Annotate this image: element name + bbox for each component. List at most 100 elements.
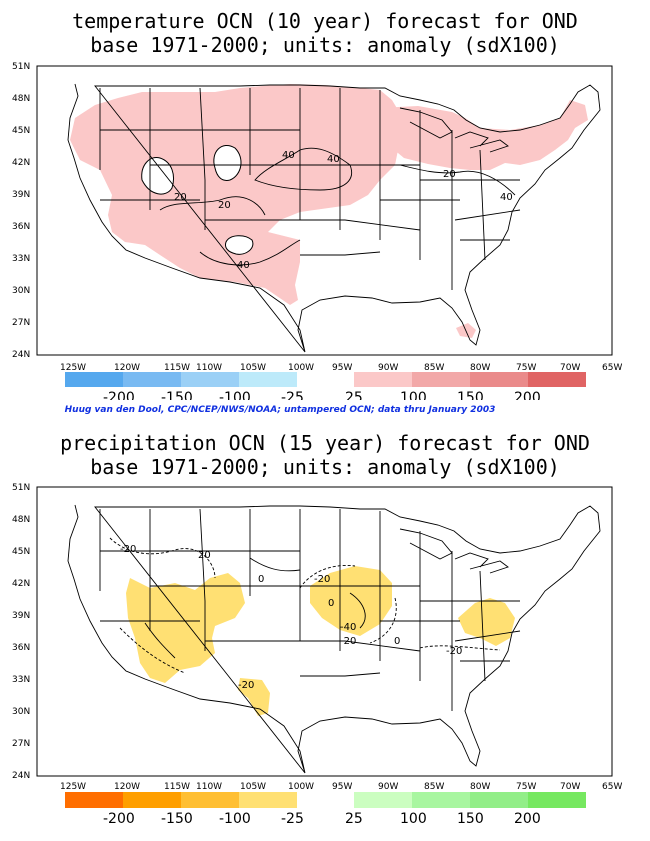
lat-tick-label: 33N: [12, 675, 30, 685]
lat-tick-label: 27N: [12, 739, 30, 749]
colorbar-tick-label: 100: [400, 811, 427, 827]
lon-tick-label: 75W: [516, 782, 536, 792]
temperature-us-coastline: [67, 83, 601, 353]
colorbar-tick-label: -100: [219, 390, 251, 400]
lat-tick-label: 36N: [12, 643, 30, 653]
lon-tick-label: 110W: [196, 363, 222, 373]
colorbar-tick-label: 200: [514, 811, 541, 827]
colorbar-swatch: [181, 792, 239, 808]
lat-tick-label: 39N: [12, 611, 30, 621]
precipitation-contour-label: -20: [120, 544, 136, 555]
temperature-contour-40-south: [199, 239, 301, 266]
colorbar-tick-label: 100: [400, 390, 427, 400]
colorbar-tick-label: 150: [457, 811, 484, 827]
temperature-anomaly-west-region: [70, 84, 400, 305]
lon-tick-label: 95W: [332, 782, 352, 792]
lon-tick-label: 90W: [378, 363, 398, 373]
colorbar-tick-label: -150: [161, 390, 193, 400]
precipitation-contour-label: 0: [394, 636, 400, 647]
precipitation-state-borders: [99, 508, 521, 711]
temperature-contour-40: [254, 147, 352, 191]
lon-tick-label: 65W: [602, 782, 622, 792]
precipitation-lat-axis: 51N 48N 45N 42N 39N 36N 33N 30N 27N 24N: [12, 483, 30, 781]
colorbar-tick-label: -100: [219, 811, 251, 827]
precipitation-us-coastline: [67, 504, 601, 774]
temperature-contour-label: 20: [443, 169, 456, 180]
colorbar-swatch: [65, 792, 123, 808]
colorbar-tick-label: 150: [457, 390, 484, 400]
colorbar-swatch: [123, 792, 181, 808]
lon-tick-label: 115W: [164, 363, 190, 373]
lat-tick-label: 48N: [12, 94, 30, 104]
lon-tick-label: 125W: [60, 363, 86, 373]
temperature-lon-axis: 125W 120W 115W 110W 105W 100W 95W 90W 85…: [60, 363, 622, 373]
precipitation-contour-label: -20: [340, 636, 356, 647]
temperature-contour-20-west: [159, 196, 266, 216]
lat-tick-label: 39N: [12, 190, 30, 200]
colorbar-swatch: [239, 372, 297, 387]
precipitation-contour-dashed: [109, 537, 501, 674]
lon-tick-label: 100W: [288, 782, 314, 792]
precipitation-map-frame: [36, 486, 613, 777]
precipitation-colorbar: -200 -150 -100 -25 25 100 150 200: [65, 792, 586, 827]
precipitation-dry-region-southwest: [126, 573, 245, 683]
lat-tick-label: 42N: [12, 158, 30, 168]
temperature-unshaded-patch-newmexico: [225, 235, 254, 255]
precipitation-contour-label: -40: [340, 622, 356, 633]
lon-tick-label: 115W: [164, 782, 190, 792]
precipitation-contour-label: 0: [258, 574, 264, 585]
data-credit-line: Huug van den Dool, CPC/NCEP/NWS/NOAA; un…: [64, 405, 496, 415]
temperature-contour-label: 40: [500, 192, 513, 203]
temperature-state-borders: [99, 87, 521, 290]
lon-tick-label: 80W: [470, 782, 490, 792]
lon-tick-label: 85W: [424, 782, 444, 792]
temperature-title-line1: temperature OCN (10 year) forecast for O…: [72, 9, 578, 33]
precipitation-map: -20 20 0 -20 0 -40 -20 0 -20 -20 51N 48N…: [12, 483, 622, 827]
precipitation-title-line2: base 1971-2000; units: anomaly (sdX100): [90, 455, 560, 479]
colorbar-swatch: [354, 372, 412, 387]
temperature-contour-label: 40: [237, 260, 250, 271]
precipitation-contour-label: 0: [328, 598, 334, 609]
precipitation-lon-axis: 125W 120W 115W 110W 105W 100W 95W 90W 85…: [60, 782, 622, 792]
lon-tick-label: 65W: [602, 363, 622, 373]
temperature-anomaly-northeast-region: [378, 100, 588, 170]
colorbar-swatch: [239, 792, 297, 808]
lon-tick-label: 70W: [560, 782, 580, 792]
temperature-lat-axis: 51N 48N 45N 42N 39N 36N 33N 30N 27N 24N: [12, 62, 30, 360]
colorbar-tick-label: 25: [345, 811, 363, 827]
temperature-map-frame: [36, 65, 613, 356]
colorbar-tick-label: -25: [281, 811, 304, 827]
precipitation-contour-label: -20: [446, 646, 462, 657]
lon-tick-label: 70W: [560, 363, 580, 373]
lon-tick-label: 90W: [378, 782, 398, 792]
colorbar-swatch: [412, 792, 470, 808]
colorbar-swatch: [354, 792, 412, 808]
lat-tick-label: 33N: [12, 254, 30, 264]
colorbar-swatch: [470, 792, 528, 808]
colorbar-swatch: [123, 372, 181, 387]
precipitation-dry-region-texas: [238, 678, 270, 716]
colorbar-swatch: [181, 372, 239, 387]
precipitation-contour-label: -20: [238, 680, 254, 691]
lon-tick-label: 105W: [240, 782, 266, 792]
colorbar-tick-label: -150: [161, 811, 193, 827]
lat-tick-label: 24N: [12, 350, 30, 360]
lon-tick-label: 75W: [516, 363, 536, 373]
colorbar-tick-label: 25: [345, 390, 363, 400]
lon-tick-label: 100W: [288, 363, 314, 373]
lat-tick-label: 36N: [12, 222, 30, 232]
colorbar-tick-label: -25: [281, 390, 304, 400]
temperature-contour-20-east: [399, 164, 516, 196]
lat-tick-label: 30N: [12, 286, 30, 296]
colorbar-tick-label: -200: [103, 811, 135, 827]
precipitation-title-line1: precipitation OCN (15 year) forecast for…: [60, 431, 590, 455]
lon-tick-label: 95W: [332, 363, 352, 373]
lon-tick-label: 120W: [114, 782, 140, 792]
temperature-contour-label: 20: [218, 200, 231, 211]
temperature-title-line2: base 1971-2000; units: anomaly (sdX100): [90, 33, 560, 57]
temperature-contour-label: 40: [327, 154, 340, 165]
precipitation-contour-label: -20: [314, 574, 330, 585]
lat-tick-label: 42N: [12, 579, 30, 589]
colorbar-swatch: [528, 372, 586, 387]
lon-tick-label: 105W: [240, 363, 266, 373]
